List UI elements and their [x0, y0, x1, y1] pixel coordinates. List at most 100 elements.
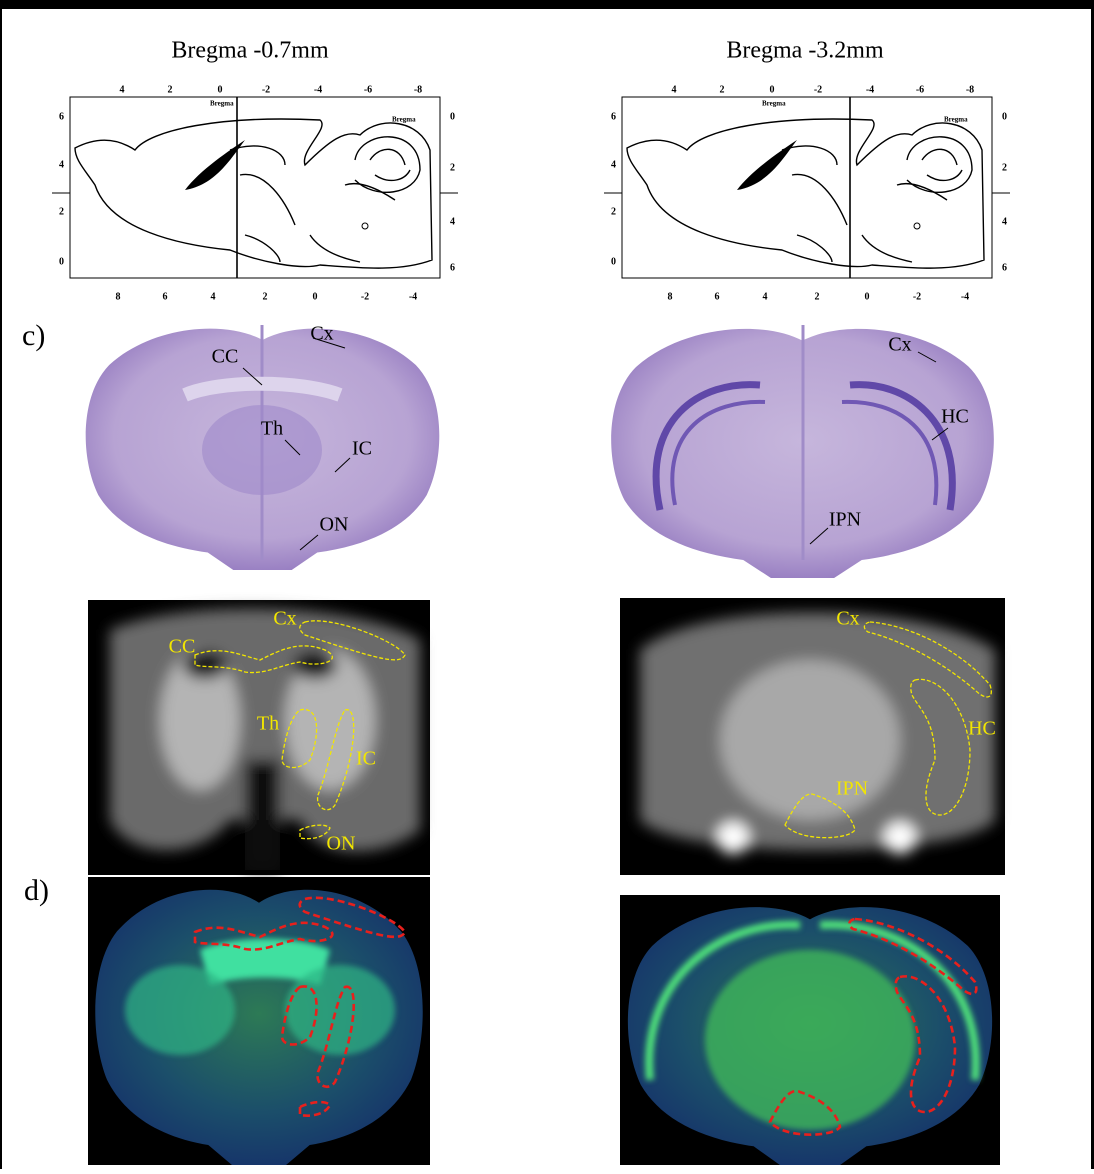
atlas-tick-label: 6 — [59, 111, 64, 122]
region-label: HC — [941, 406, 969, 428]
region-label: CC — [169, 636, 196, 658]
mri-signal — [640, 612, 995, 854]
region-label: IPN — [829, 509, 861, 531]
atlas-outline — [626, 118, 985, 269]
atlas-tick-label: 0 — [218, 84, 223, 95]
thalamus — [202, 405, 322, 495]
atlas-label: Bregma — [762, 100, 786, 108]
atlas-tick-label: 6 — [1002, 262, 1007, 273]
atlas-tick-label: -2 — [814, 84, 822, 95]
mri-dark — [245, 760, 280, 870]
label-leader — [931, 427, 949, 441]
roi-group — [848, 917, 978, 996]
atlas-tick-label: -6 — [364, 84, 372, 95]
mri-bright — [720, 660, 900, 820]
atlas-frame — [621, 96, 993, 279]
region-label: Cx — [888, 334, 911, 356]
atlas-tick-label: 6 — [715, 291, 720, 302]
region-label: ON — [320, 514, 349, 536]
atlas-tick-label: -4 — [409, 291, 417, 302]
roi-outline — [280, 985, 318, 1046]
atlas-structure — [361, 222, 369, 230]
region-label: IC — [356, 748, 376, 770]
roi-outline — [316, 985, 355, 1088]
atlas-tick-label: 6 — [450, 262, 455, 273]
roi-outline — [768, 1089, 842, 1136]
panel-label: c) — [22, 319, 45, 352]
label-leader — [284, 439, 301, 456]
atlas-tick-label: 2 — [611, 206, 616, 217]
atlas-tick-label: 0 — [450, 111, 455, 122]
label-leader — [312, 337, 346, 349]
region-label: CC — [212, 346, 239, 368]
column-title: Bregma -3.2mm — [726, 38, 884, 64]
fibre-tract — [645, 920, 980, 1081]
label-leader — [809, 527, 829, 545]
atlas-cerebellum — [354, 136, 421, 194]
roi-group — [193, 921, 334, 951]
roi-outline — [194, 645, 333, 674]
brain-section — [95, 889, 423, 1165]
roi-group — [280, 985, 318, 1046]
atlas-outline — [74, 118, 433, 269]
atlas-tick-label: 0 — [865, 291, 870, 302]
label-leader — [334, 457, 351, 473]
roi-outline — [894, 975, 957, 1114]
roi-outline — [848, 917, 978, 996]
roi-group — [894, 975, 957, 1114]
atlas-tick-label: 2 — [263, 291, 268, 302]
region-label: Th — [257, 713, 279, 735]
atlas-tick-label: 4 — [211, 291, 216, 302]
atlas-tick-label: 0 — [611, 256, 616, 267]
top-border — [0, 0, 1094, 9]
atlas-tick-label: -2 — [913, 291, 921, 302]
atlas-tick-label: 8 — [668, 291, 673, 302]
mri-bright — [160, 650, 240, 790]
atlas-tick-label: -4 — [866, 84, 874, 95]
atlas-structure — [229, 145, 396, 263]
atlas-label: Bregma — [944, 116, 968, 124]
atlas-structure — [913, 222, 921, 230]
atlas-tick-label: 2 — [815, 291, 820, 302]
right-border — [1091, 0, 1094, 1169]
roi-outline — [316, 709, 355, 811]
roi-outline — [299, 620, 406, 661]
region-label: Cx — [273, 608, 296, 630]
roi-outline — [298, 896, 407, 939]
atlas-tick-label: 4 — [672, 84, 677, 95]
atlas-label: Bregma — [210, 100, 234, 108]
atlas-tick-label: 4 — [1002, 216, 1007, 227]
roi-group — [298, 896, 407, 939]
roi-group — [298, 1100, 332, 1117]
label-leader — [917, 351, 937, 363]
atlas-tick-label: 6 — [163, 291, 168, 302]
atlas-tick-label: 4 — [450, 216, 455, 227]
atlas-frame — [69, 96, 441, 279]
region-label: IC — [352, 438, 372, 460]
atlas-tick-label: 0 — [59, 256, 64, 267]
atlas-tick-label: 0 — [1002, 111, 1007, 122]
atlas-tick-label: -2 — [361, 291, 369, 302]
region-label: IPN — [836, 778, 868, 800]
hippocampus — [652, 381, 956, 511]
roi-outline — [281, 708, 318, 769]
atlas-tick-label: 0 — [770, 84, 775, 95]
region-label: Cx — [836, 608, 859, 630]
roi-group — [316, 985, 355, 1088]
panel-label: d) — [24, 874, 49, 907]
mri-bright — [884, 822, 916, 854]
mri-dark — [183, 651, 227, 679]
left-border — [0, 0, 2, 1169]
mri-dark — [293, 651, 337, 679]
atlas-tick-label: 2 — [168, 84, 173, 95]
atlas-tick-label: 4 — [611, 159, 616, 170]
atlas-tick-label: 2 — [1002, 162, 1007, 173]
mri-bright — [285, 650, 375, 790]
roi-outline — [784, 793, 856, 839]
atlas-tick-label: -4 — [314, 84, 322, 95]
region-label: ON — [327, 833, 356, 855]
region-label: HC — [968, 718, 996, 740]
atlas-tick-label: -4 — [961, 291, 969, 302]
atlas-tick-label: 4 — [763, 291, 768, 302]
